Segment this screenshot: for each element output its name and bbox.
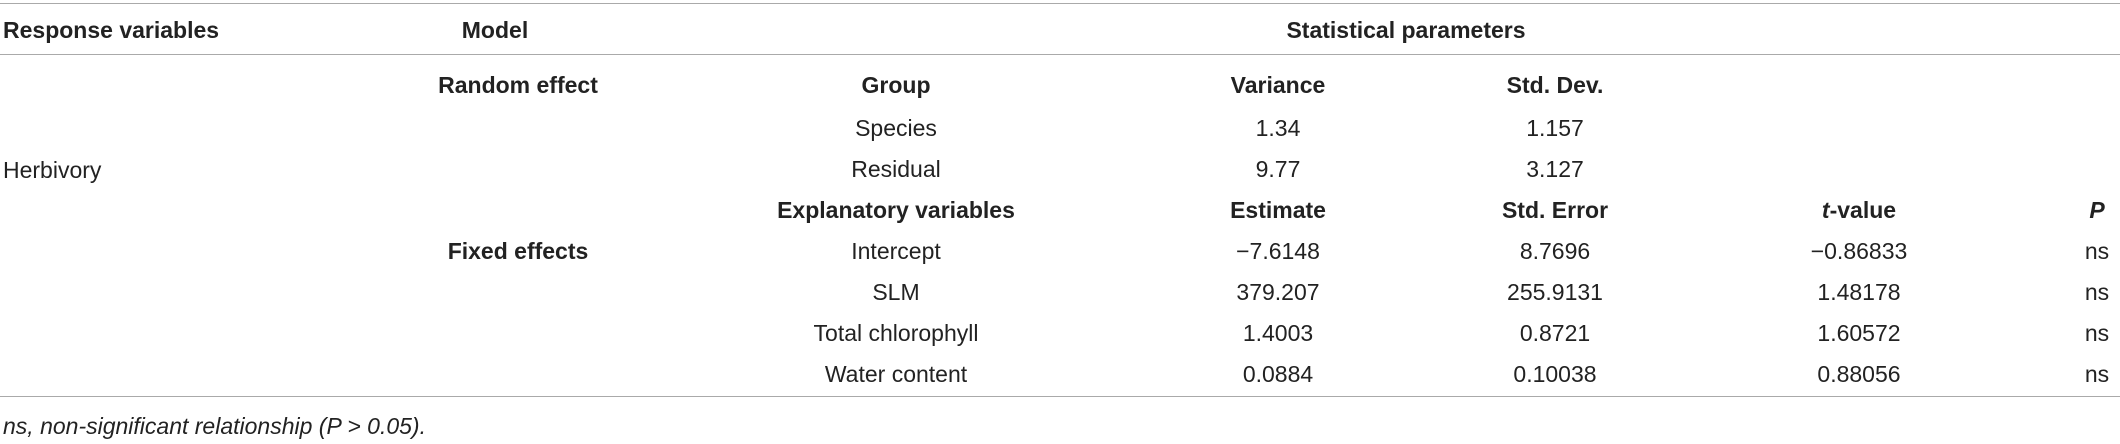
header-rule — [0, 54, 2120, 55]
table-cell: Total chlorophyll — [813, 320, 979, 346]
table-cell: ns — [2084, 279, 2110, 305]
top-rule — [0, 3, 2120, 4]
footnote: ns, non-significant relationship (P > 0.… — [3, 413, 426, 439]
column-header: Variance — [1230, 72, 1326, 98]
header-cell: Statistical parameters — [1286, 17, 1526, 43]
table-cell: 255.9131 — [1507, 279, 1603, 305]
header-cell: Response variables — [3, 17, 220, 43]
table-cell: 1.157 — [1526, 115, 1584, 141]
column-header: t-value — [1821, 197, 1897, 223]
table-cell: 379.207 — [1236, 279, 1320, 305]
table-cell: 0.0884 — [1242, 361, 1314, 387]
column-header: Explanatory variables — [777, 197, 1015, 223]
table-cell: 3.127 — [1526, 156, 1584, 182]
table-cell: 1.60572 — [1817, 320, 1901, 346]
table-cell: Residual — [851, 156, 941, 182]
column-header: Std. Dev. — [1506, 72, 1604, 98]
section-label: Fixed effects — [447, 238, 589, 264]
column-header: t-value — [1659, 195, 2059, 225]
column-header: P — [1897, 195, 2120, 225]
table-cell: 1.34 — [1255, 115, 1301, 141]
table-cell: ns — [2084, 361, 2110, 387]
column-header: Std. Error — [1501, 197, 1609, 223]
table-cell: 8.7696 — [1519, 238, 1591, 264]
table-cell: −7.6148 — [1236, 238, 1320, 264]
table-cell: 0.10038 — [1513, 361, 1597, 387]
column-header: Estimate — [1230, 197, 1326, 223]
response-label: Herbivory — [3, 157, 102, 183]
table-cell: Species — [855, 115, 937, 141]
table-cell: −0.86833 — [1810, 238, 1908, 264]
table-cell: SLM — [872, 279, 920, 305]
table-cell: ns — [2084, 238, 2110, 264]
table-cell: Water content — [824, 361, 968, 387]
header-cell: Model — [461, 17, 529, 43]
table-cell: 0.88056 — [1817, 361, 1901, 387]
section-label: Random effect — [438, 72, 598, 98]
bottom-rule — [0, 396, 2120, 397]
table-cell: 1.4003 — [1242, 320, 1314, 346]
table-cell: Intercept — [851, 238, 941, 264]
column-header: Group — [861, 72, 931, 98]
table-cell: 9.77 — [1255, 156, 1301, 182]
table-cell: 1.48178 — [1817, 279, 1901, 305]
column-header: P — [2089, 197, 2105, 223]
table-cell: ns — [2084, 320, 2110, 346]
table-cell: 0.8721 — [1519, 320, 1591, 346]
